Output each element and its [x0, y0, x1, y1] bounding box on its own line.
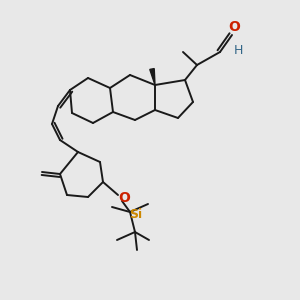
Polygon shape: [150, 69, 155, 85]
Text: O: O: [228, 20, 240, 34]
Text: H: H: [233, 44, 243, 56]
Text: O: O: [118, 191, 130, 205]
Text: Si: Si: [129, 208, 142, 221]
